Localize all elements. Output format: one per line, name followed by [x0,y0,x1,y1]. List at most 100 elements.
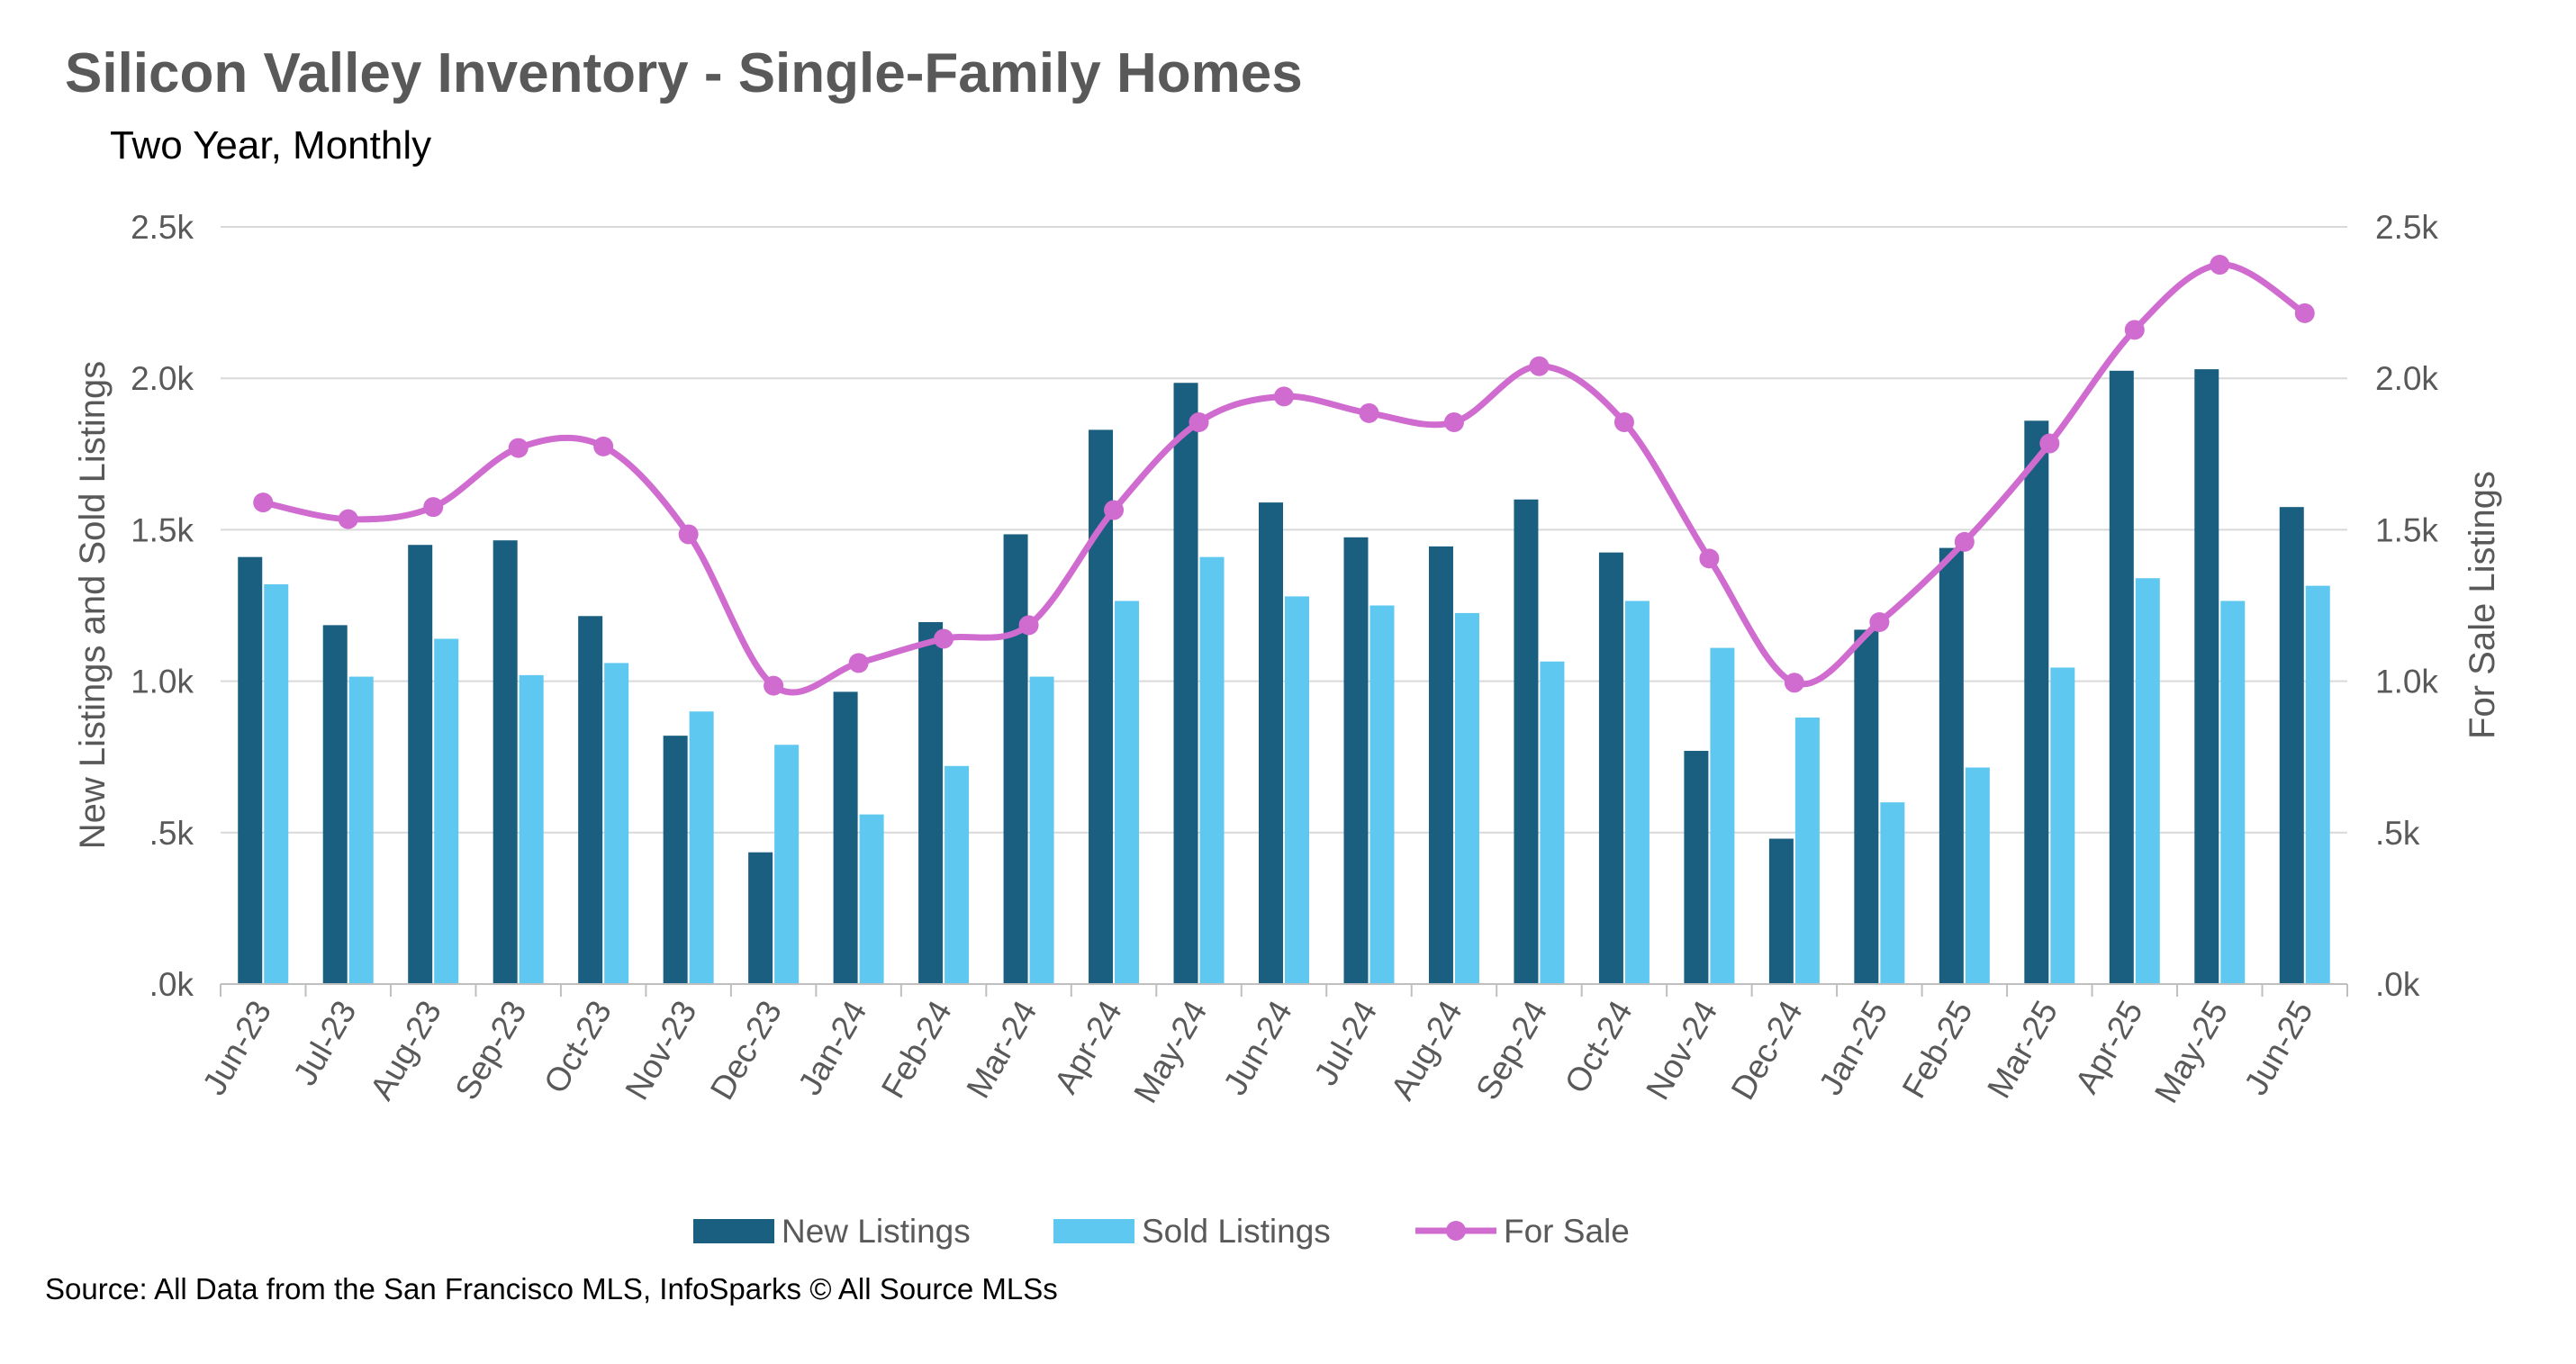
for-sale-point [678,524,699,545]
sold-listings-bar [1624,601,1650,984]
new-listings-bar [833,691,858,984]
sold-listings-bar [519,674,544,984]
x-tick-label: Sep-24 [1469,995,1554,1107]
sold-listings-bar [264,583,289,984]
legend-new-listings-swatch [693,1219,774,1243]
for-sale-point [1699,548,1720,569]
sold-listings-bar [689,711,714,984]
legend-sold-listings-swatch [1053,1219,1134,1243]
y2-tick-label: .0k [2375,966,2420,1003]
for-sale-point [338,509,358,529]
sold-listings-bar [1880,802,1905,984]
y-tick-label: 1.0k [131,664,194,700]
new-listings-bar [1173,383,1198,985]
x-tick-label: Jan-24 [791,995,873,1101]
sold-listings-bar [945,765,970,984]
sold-listings-bar [2135,578,2160,984]
bars [238,369,2330,985]
legend-sold-listings-label: Sold Listings [1142,1213,1331,1250]
y2-tick-label: 1.5k [2375,511,2438,548]
for-sale-point [764,675,784,696]
for-sale-point [1189,411,1209,432]
x-tick-label: Nov-23 [618,995,703,1107]
for-sale-point [253,492,274,513]
new-listings-bar [1259,502,1283,984]
new-listings-bar [663,736,688,984]
for-sale-point [1274,386,1294,407]
sold-listings-bar [1540,661,1565,984]
new-listings-bar [408,545,433,984]
x-tick-label: Apr-25 [2068,995,2150,1100]
x-tick-label: Feb-25 [1895,995,1980,1105]
new-listings-bar [1428,546,1453,984]
chart-title: Silicon Valley Inventory - Single-Family… [65,42,1303,104]
x-tick-label: May-24 [1126,995,1214,1109]
sold-listings-bar [1115,601,1140,984]
x-tick-label: Dec-24 [1724,994,1810,1106]
new-listings-bar [2109,370,2134,984]
y-tick-label: 1.5k [131,511,194,548]
x-tick-label: Apr-24 [1047,995,1129,1100]
new-listings-bar [1854,629,1879,984]
for-sale-line-path [262,261,2307,696]
y2-tick-label: 1.0k [2375,664,2438,700]
x-tick-label: Jul-23 [286,995,364,1092]
x-tick-label: Jul-24 [1307,995,1385,1092]
for-sale-point [508,438,529,458]
y-tick-label: .0k [149,966,194,1003]
sold-listings-bar [434,638,459,984]
x-tick-label: Jun-23 [195,995,278,1101]
for-sale-point [423,497,444,518]
for-sale-point [848,653,869,673]
sold-listings-bar [1710,647,1735,984]
for-sale-point [1613,411,1634,432]
new-listings-bar [578,616,603,984]
for-sale-point [1104,500,1125,520]
x-tick-label: Nov-24 [1639,995,1724,1107]
sold-listings-bar [1454,612,1479,984]
x-tick-label: Feb-24 [874,995,959,1105]
legend-for-sale-label: For Sale [1504,1213,1630,1250]
for-sale-point [2124,320,2145,340]
sold-listings-bar [774,745,800,984]
y2-tick-label: 2.5k [2375,209,2438,246]
for-sale-point [1359,402,1379,423]
x-tick-label: Aug-23 [363,995,448,1107]
for-sale-point [1869,612,1890,633]
for-sale-point [593,436,614,456]
for-sale-point [2210,255,2230,276]
sold-listings-bar [1285,596,1309,984]
for-sale-line [253,255,2315,696]
sold-listings-bar [2050,667,2075,984]
gridlines [221,226,2347,834]
new-listings-bar [493,540,518,984]
x-tick-label: Mar-25 [1980,995,2065,1105]
for-sale-point [1954,531,1975,552]
sold-listings-bar [604,663,629,984]
source-note: Source: All Data from the San Francisco … [45,1272,1058,1305]
sold-listings-bar [859,814,884,984]
new-listings-bar [2194,369,2219,984]
sold-listings-bar [1794,717,1820,984]
x-tick-label: Oct-24 [1558,995,1640,1100]
sold-listings-bar [1965,767,1990,984]
new-listings-bar [1343,537,1369,984]
for-sale-point [2039,433,2060,454]
for-sale-point [1529,356,1550,376]
x-tick-label: Jun-24 [1216,995,1299,1101]
for-sale-point [2294,303,2315,323]
new-listings-bar [1598,552,1623,984]
new-listings-bar [1684,750,1709,984]
x-tick-label: Dec-23 [703,995,789,1107]
y-axis-title: New Listings and Sold Listings [73,361,113,850]
for-sale-point [1784,673,1804,693]
axes: .0k .0k .5k .5k 1.0k 1.0k 1.5k 1.5k 2.0k 2.0k 2.5k… [131,209,2438,1109]
x-tick-label: Mar-24 [959,995,1044,1105]
new-listings-bar [918,622,944,984]
new-listings-bar [1514,499,1539,984]
x-tick-label: Jan-25 [1812,995,1894,1101]
x-tick-label: May-25 [2147,995,2235,1109]
new-listings-bar [238,556,263,984]
